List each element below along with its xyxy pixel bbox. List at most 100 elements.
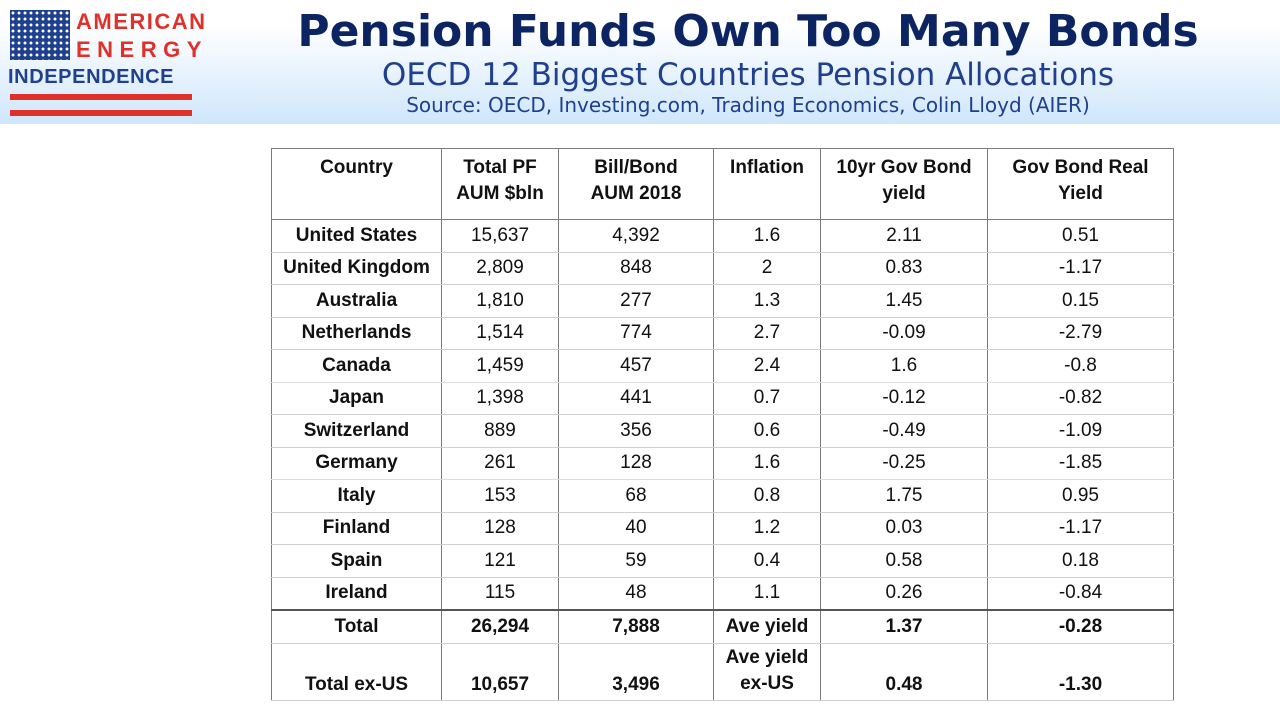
country-cell: Spain (271, 544, 442, 578)
table-cell: 356 (558, 414, 714, 448)
table-cell: 889 (441, 414, 559, 448)
table-body: United States 15,637 4,392 1.6 2.11 0.51 Unite… (271, 219, 1174, 611)
table-cell: 4,392 (558, 219, 714, 253)
table-cell: 1.6 (820, 349, 988, 383)
table-cell: 1.3 (713, 284, 821, 318)
flag-stripe (10, 110, 192, 116)
table-cell: 15,637 (441, 219, 559, 253)
country-cell: United States (271, 219, 442, 253)
column-header: Bill/Bond AUM 2018 (558, 148, 714, 220)
table-cell: 0.83 (820, 251, 988, 285)
table-cell: 7,888 (558, 609, 714, 644)
table-cell: 68 (558, 479, 714, 513)
table-cell: 1.45 (820, 284, 988, 318)
logo-line-3: INDEPENDENCE (8, 66, 175, 88)
table-cell: 1.1 (713, 576, 821, 611)
table-cell: -2.79 (987, 316, 1174, 350)
table-cell: Total (271, 609, 442, 644)
table-cell: 0.26 (820, 576, 988, 611)
table-cell: 277 (558, 284, 714, 318)
table-row: United States 15,637 4,392 1.6 2.11 0.51 (271, 219, 1174, 253)
table-cell: 2,809 (441, 251, 559, 285)
table-cell: 48 (558, 576, 714, 611)
table-cell: 0.6 (713, 414, 821, 448)
country-cell: Australia (271, 284, 442, 318)
table-cell: 0.4 (713, 544, 821, 578)
country-cell: Japan (271, 381, 442, 415)
table-cell: -1.17 (987, 511, 1174, 545)
table-cell: -1.85 (987, 446, 1174, 480)
table-cell: 128 (441, 511, 559, 545)
column-header: 10yr Gov Bond yield (820, 148, 988, 220)
table-cell: 0.58 (820, 544, 988, 578)
table-cell: 0.95 (987, 479, 1174, 513)
table-cell: -1.09 (987, 414, 1174, 448)
table-cell: 0.15 (987, 284, 1174, 318)
table-cell: 59 (558, 544, 714, 578)
table-cell: 2.11 (820, 219, 988, 253)
table-cell: 0.7 (713, 381, 821, 415)
table-cell: 1,514 (441, 316, 559, 350)
table-cell: 1,459 (441, 349, 559, 383)
table-totals: Total 26,294 7,888 Ave yield 1.37 -0.28 … (271, 609, 1174, 701)
header-band (0, 0, 1280, 124)
table-cell: 1.75 (820, 479, 988, 513)
table-cell: -0.8 (987, 349, 1174, 383)
table-row: Canada 1,459 457 2.4 1.6 -0.8 (271, 349, 1174, 383)
table-cell: 40 (558, 511, 714, 545)
table-cell: 115 (441, 576, 559, 611)
american-energy-independence-logo: AMERICAN ENERGY INDEPENDENCE (6, 6, 205, 120)
total-ex-us-row: Total ex-US 10,657 3,496 Ave yield ex-US … (271, 643, 1174, 701)
flag-stars-icon (10, 10, 70, 60)
country-cell: Ireland (271, 576, 442, 611)
column-header: Country (271, 148, 442, 220)
table-cell: 2.4 (713, 349, 821, 383)
table-cell: -0.49 (820, 414, 988, 448)
column-header: Inflation (713, 148, 821, 220)
country-cell: Canada (271, 349, 442, 383)
table-cell: Ave yield (713, 609, 821, 644)
country-cell: Netherlands (271, 316, 442, 350)
table-cell: 121 (441, 544, 559, 578)
slide-subtitle: OECD 12 Biggest Countries Pension Alloca… (381, 57, 1115, 93)
country-cell: Germany (271, 446, 442, 480)
flag-stripe (10, 94, 192, 100)
table-cell: 0.8 (713, 479, 821, 513)
table-row: Germany 261 128 1.6 -0.25 -1.85 (271, 446, 1174, 480)
table-cell: 2.7 (713, 316, 821, 350)
table-cell: 457 (558, 349, 714, 383)
slide-titles: Pension Funds Own Too Many Bonds OECD 12… (240, 0, 1256, 118)
table-cell: -0.25 (820, 446, 988, 480)
column-header: Total PF AUM $bln (441, 148, 559, 220)
table-cell: 441 (558, 381, 714, 415)
table-cell: -1.17 (987, 251, 1174, 285)
table-cell: 1.6 (713, 446, 821, 480)
table-cell: 0.48 (820, 643, 988, 701)
table-cell: -0.84 (987, 576, 1174, 611)
table-row: Ireland 115 48 1.1 0.26 -0.84 (271, 576, 1174, 611)
table-cell: 848 (558, 251, 714, 285)
table-row: Italy 153 68 0.8 1.75 0.95 (271, 479, 1174, 513)
country-cell: Switzerland (271, 414, 442, 448)
country-cell: Italy (271, 479, 442, 513)
logo-line-1: AMERICAN (76, 9, 207, 34)
table-cell: 1.37 (820, 609, 988, 644)
table-row: Japan 1,398 441 0.7 -0.12 -0.82 (271, 381, 1174, 415)
table-cell: 0.18 (987, 544, 1174, 578)
table-cell: 0.51 (987, 219, 1174, 253)
logo-line-2: ENERGY (76, 37, 208, 62)
table-row: United Kingdom 2,809 848 2 0.83 -1.17 (271, 251, 1174, 285)
table-cell: 26,294 (441, 609, 559, 644)
table-cell: Total ex-US (271, 643, 442, 701)
table-row: Finland 128 40 1.2 0.03 -1.17 (271, 511, 1174, 545)
table-cell: 0.03 (820, 511, 988, 545)
table-cell: 774 (558, 316, 714, 350)
table-cell: 1.6 (713, 219, 821, 253)
table-cell: 1,398 (441, 381, 559, 415)
table-row: Netherlands 1,514 774 2.7 -0.09 -2.79 (271, 316, 1174, 350)
slide-source: Source: OECD, Investing.com, Trading Eco… (406, 93, 1090, 117)
table-row: Australia 1,810 277 1.3 1.45 0.15 (271, 284, 1174, 318)
table-cell: 261 (441, 446, 559, 480)
table-cell: -0.09 (820, 316, 988, 350)
table-cell: Ave yield ex-US (713, 643, 821, 701)
